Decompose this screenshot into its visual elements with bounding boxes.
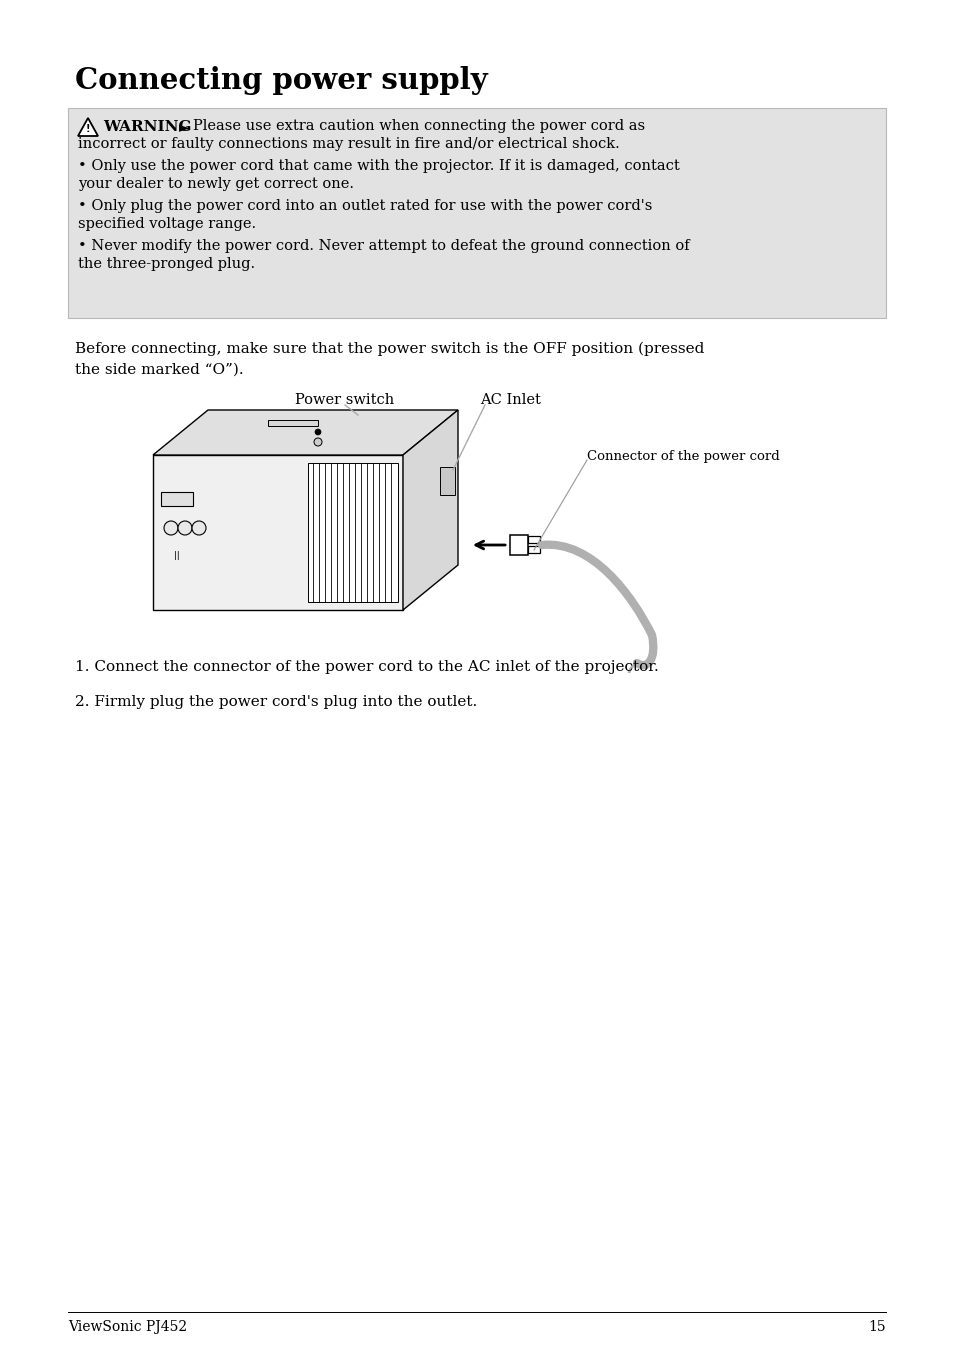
Text: • Never modify the power cord. Never attempt to defeat the ground connection of: • Never modify the power cord. Never att… bbox=[78, 239, 689, 253]
Circle shape bbox=[164, 521, 178, 535]
Bar bbox=[510, 535, 527, 556]
Polygon shape bbox=[152, 410, 457, 456]
Text: ||: || bbox=[174, 550, 180, 560]
Text: Please use extra caution when connecting the power cord as: Please use extra caution when connecting… bbox=[193, 119, 644, 132]
Text: 15: 15 bbox=[867, 1320, 885, 1334]
Circle shape bbox=[314, 429, 320, 435]
Text: !: ! bbox=[86, 124, 91, 134]
Text: Connector of the power cord: Connector of the power cord bbox=[586, 450, 779, 462]
Text: WARNING: WARNING bbox=[103, 120, 192, 134]
Text: • Only plug the power cord into an outlet rated for use with the power cord's: • Only plug the power cord into an outle… bbox=[78, 199, 652, 214]
Bar bbox=[308, 462, 397, 602]
Text: • Only use the power cord that came with the projector. If it is damaged, contac: • Only use the power cord that came with… bbox=[78, 160, 679, 173]
Text: incorrect or faulty connections may result in fire and/or electrical shock.: incorrect or faulty connections may resu… bbox=[78, 137, 619, 151]
Text: ►: ► bbox=[179, 120, 190, 134]
Text: 1. Connect the connector of the power cord to the AC inlet of the projector.: 1. Connect the connector of the power co… bbox=[75, 660, 659, 675]
Circle shape bbox=[192, 521, 206, 535]
Text: ViewSonic PJ452: ViewSonic PJ452 bbox=[68, 1320, 187, 1334]
Text: 2. Firmly plug the power cord's plug into the outlet.: 2. Firmly plug the power cord's plug int… bbox=[75, 695, 476, 708]
Polygon shape bbox=[152, 456, 402, 610]
Text: Before connecting, make sure that the power switch is the OFF position (pressed: Before connecting, make sure that the po… bbox=[75, 342, 703, 357]
Text: Power switch: Power switch bbox=[295, 393, 395, 407]
Polygon shape bbox=[78, 118, 98, 137]
Circle shape bbox=[314, 438, 322, 446]
Bar bbox=[161, 492, 193, 506]
Bar bbox=[439, 466, 455, 495]
Text: AC Inlet: AC Inlet bbox=[479, 393, 540, 407]
Text: the three-pronged plug.: the three-pronged plug. bbox=[78, 257, 254, 270]
Bar bbox=[527, 546, 539, 553]
Circle shape bbox=[178, 521, 192, 535]
Text: the side marked “O”).: the side marked “O”). bbox=[75, 362, 243, 377]
Bar bbox=[268, 420, 317, 426]
Polygon shape bbox=[402, 410, 457, 610]
Bar bbox=[527, 535, 539, 544]
Text: Connecting power supply: Connecting power supply bbox=[75, 66, 487, 95]
FancyBboxPatch shape bbox=[68, 108, 885, 318]
Text: specified voltage range.: specified voltage range. bbox=[78, 218, 255, 231]
Text: your dealer to newly get correct one.: your dealer to newly get correct one. bbox=[78, 177, 354, 191]
